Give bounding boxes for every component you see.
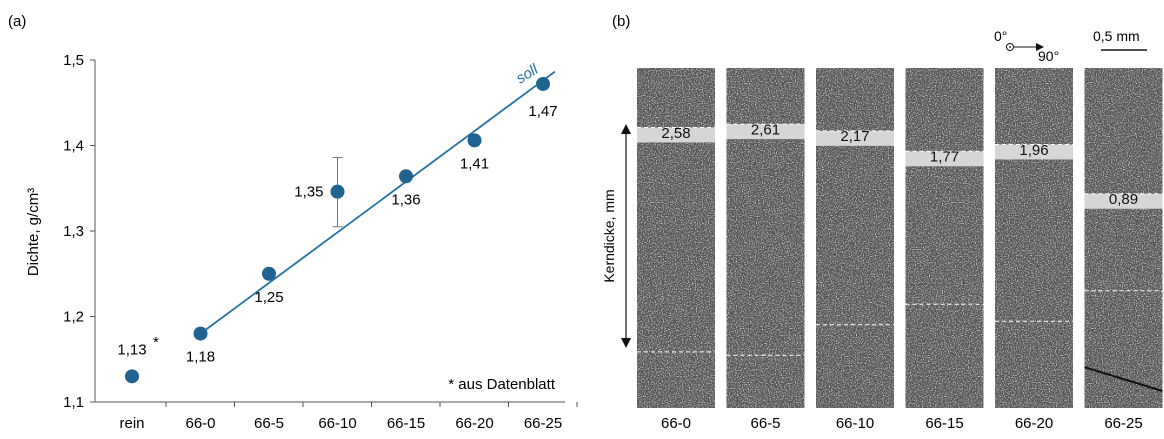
data-points (125, 76, 550, 384)
panel-a-label: (a) (8, 13, 26, 30)
data-labels: 1,13 1,18 1,25 1,35 1,36 1,41 1,47 (117, 103, 557, 366)
data-point (193, 326, 208, 341)
thickness-band (1084, 193, 1163, 209)
data-label: 1,36 (391, 191, 420, 208)
thickness-value: 0,89 (1109, 191, 1138, 208)
orientation-90-label: 90° (1038, 48, 1059, 64)
specimen-66-20: 1,96 66-20 (995, 68, 1073, 432)
y-tick-label: 1,5 (63, 52, 84, 69)
x-tick-label: rein (119, 415, 144, 432)
specimen-name: 66-0 (661, 415, 691, 432)
micrograph-texture (816, 68, 894, 408)
x-ticks: rein 66-0 66-5 66-10 66-15 66-20 66-25 (119, 402, 578, 432)
y-tick-label: 1,1 (63, 394, 84, 411)
thickness-band (816, 130, 894, 146)
y-tick-label: 1,2 (63, 309, 84, 326)
y-axis-label: Dichte, g/cm³ (25, 188, 42, 276)
data-point (125, 369, 139, 384)
specimen-66-15: 1,77 66-15 (905, 68, 984, 432)
x-tick-label: 66-0 (185, 415, 215, 432)
x-tick-label: 66-20 (455, 415, 493, 432)
specimen-strips: 2,58 66-0 2,61 66-5 2,17 66-10 1,77 66-15 1,96 66… (637, 68, 1163, 432)
scale-bar-label: 0,5 mm (1093, 28, 1140, 44)
x-tick-label: 66-15 (387, 415, 425, 432)
data-point (262, 266, 276, 281)
specimen-66-10: 2,17 66-10 (816, 68, 894, 432)
specimen-name: 66-20 (1015, 415, 1053, 432)
thickness-value: 1,77 (930, 149, 959, 166)
thickness-band (726, 124, 805, 140)
specimen-66-5: 2,61 66-5 (726, 68, 805, 432)
thickness-band (637, 127, 715, 143)
micrograph-texture (905, 68, 984, 408)
orientation-center-icon (1009, 46, 1011, 48)
specimen-66-25: 0,89 66-25 (1084, 68, 1163, 432)
data-label: 1,13 (117, 341, 146, 358)
orientation-indicator: 0° 90° (994, 28, 1059, 64)
data-label: 1,18 (186, 349, 215, 366)
soll-reference-line (199, 70, 556, 335)
rein-asterisk: * (153, 334, 159, 351)
micrograph-texture (1084, 68, 1163, 408)
data-label: 1,35 (294, 184, 323, 201)
x-tick-label: 66-5 (254, 415, 284, 432)
orientation-0-label: 0° (994, 28, 1007, 44)
data-point (399, 169, 413, 184)
panel-b-label: (b) (612, 13, 630, 30)
kerndicke-arrow-down-icon (621, 338, 631, 348)
x-tick-label: 66-10 (318, 415, 356, 432)
specimen-66-0: 2,58 66-0 (637, 68, 715, 432)
data-label: 1,41 (460, 155, 489, 172)
panel-a-chart: (a) Dichte, g/cm³ 1,1 1,2 1,3 1,4 1,5 rein 66… (8, 13, 578, 432)
thickness-value: 2,58 (661, 125, 690, 142)
micrograph-texture (637, 68, 715, 408)
panel-b-micrographs: (b) 0° 90° 0,5 mm Kerndicke, mm 2,58 66-0… (601, 13, 1163, 432)
data-point (536, 76, 550, 91)
kerndicke-arrow-up-icon (621, 124, 631, 134)
data-label: 1,25 (254, 289, 283, 306)
thickness-value: 1,96 (1019, 142, 1048, 159)
specimen-name: 66-5 (750, 415, 780, 432)
y-tick-label: 1,3 (63, 223, 84, 240)
thickness-band (905, 151, 984, 167)
specimen-name: 66-25 (1104, 415, 1142, 432)
footnote: * aus Datenblatt (448, 376, 556, 393)
orientation-dot-icon (1006, 43, 1014, 51)
data-point (467, 133, 482, 148)
kerndicke-axis-label: Kerndicke, mm (601, 189, 617, 282)
data-point (330, 184, 345, 199)
data-label: 1,47 (528, 103, 557, 120)
y-ticks: 1,1 1,2 1,3 1,4 1,5 (63, 52, 95, 411)
thickness-band (995, 144, 1073, 160)
crack-line (1084, 366, 1163, 392)
micrograph-texture (726, 68, 805, 408)
x-tick-label: 66-25 (524, 415, 562, 432)
thickness-value: 2,17 (840, 128, 869, 145)
thickness-value: 2,61 (751, 121, 780, 138)
y-tick-label: 1,4 (63, 138, 84, 155)
micrograph-texture (995, 68, 1073, 408)
specimen-name: 66-10 (836, 415, 874, 432)
specimen-name: 66-15 (925, 415, 963, 432)
